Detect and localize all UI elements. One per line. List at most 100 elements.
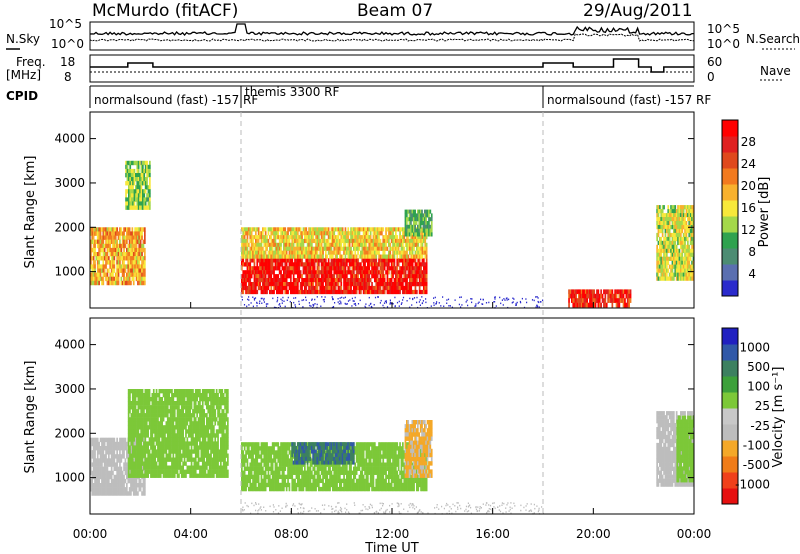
heatmap-cell <box>126 235 128 240</box>
heatmap-cell <box>402 250 404 255</box>
heatmap-cell <box>611 298 614 303</box>
heatmap-cell <box>243 285 246 291</box>
heatmap-cell <box>145 457 148 462</box>
heatmap-cell <box>168 457 170 462</box>
heatmap-cell <box>124 462 127 467</box>
heatmap-cell <box>143 433 145 438</box>
heatmap-cell <box>131 405 134 410</box>
heatmap-cell <box>413 242 415 247</box>
heatmap-cell <box>411 217 414 222</box>
heatmap-cell <box>316 270 319 275</box>
heatmap-cell <box>360 289 362 295</box>
heatmap-cell <box>256 246 259 251</box>
heatmap-cell <box>319 250 322 255</box>
heatmap-cell <box>666 244 668 250</box>
heatmap-cell <box>330 262 333 267</box>
heatmap-cell <box>147 164 150 170</box>
heatmap-cell <box>424 254 427 259</box>
heatmap-cell <box>418 258 421 263</box>
heatmap-cell <box>673 272 675 277</box>
heatmap-cell <box>252 250 254 255</box>
heatmap-cell <box>318 258 320 263</box>
heatmap-cell <box>284 242 287 247</box>
heatmap-cell <box>281 250 284 255</box>
heatmap-cell <box>127 268 130 273</box>
heatmap-cell <box>671 268 674 273</box>
heatmap-cell <box>430 221 433 226</box>
heatmap-cell <box>256 289 259 295</box>
heatmap-cell <box>110 268 113 273</box>
heatmap-cell <box>424 278 427 283</box>
heatmap-cell <box>299 285 302 291</box>
heatmap-cell <box>144 437 147 442</box>
heatmap-cell <box>132 252 135 257</box>
heatmap-cell <box>327 235 330 240</box>
ground-scatter <box>248 304 250 306</box>
heatmap-cell <box>175 405 177 410</box>
heatmap-cell <box>128 280 131 286</box>
heatmap-cell <box>410 254 413 259</box>
heatmap-cell <box>152 457 155 462</box>
heatmap-cell <box>176 437 179 442</box>
heatmap-cell <box>306 282 309 287</box>
ground-scatter <box>416 301 418 304</box>
heatmap-cell <box>396 227 399 232</box>
heatmap-cell <box>105 231 107 236</box>
heatmap-cell <box>397 270 400 275</box>
heatmap-cell <box>130 168 133 174</box>
heatmap-cell <box>161 445 163 450</box>
heatmap-cell <box>353 246 355 251</box>
heatmap-cell <box>110 450 113 455</box>
heatmap-cell <box>173 389 176 394</box>
heatmap-cell <box>173 429 176 434</box>
heatmap-cell <box>318 246 320 251</box>
heatmap-cell <box>326 274 329 279</box>
heatmap-cell <box>123 239 125 245</box>
heatmap-cell <box>371 289 373 295</box>
heatmap-cell <box>319 246 322 251</box>
heatmap-cell <box>376 278 379 283</box>
heatmap-cell <box>262 278 264 283</box>
heatmap-cell <box>350 254 352 259</box>
heatmap-cell <box>133 160 136 166</box>
heatmap-cell <box>367 235 369 240</box>
heatmap-cell <box>120 446 123 451</box>
heatmap-cell <box>139 276 142 282</box>
heatmap-cell <box>402 289 404 295</box>
heatmap-cell <box>290 282 292 287</box>
heatmap-cell <box>158 453 161 458</box>
heatmap-cell <box>365 258 368 263</box>
heatmap-cell <box>263 238 266 244</box>
heatmap-cell <box>347 285 350 291</box>
heatmap-cell <box>395 285 397 291</box>
heatmap-cell <box>121 446 124 451</box>
heatmap-cell <box>150 409 152 414</box>
heatmap-cell <box>306 235 309 240</box>
heatmap-cell <box>292 242 295 247</box>
heatmap-cell <box>139 189 141 194</box>
heatmap-cell <box>339 258 341 263</box>
heatmap-cell <box>677 240 679 246</box>
heatmap-cell <box>127 454 130 459</box>
heatmap-cell <box>666 264 668 269</box>
heatmap-cell <box>147 193 150 198</box>
heatmap-cell <box>604 289 607 295</box>
heatmap-cell <box>415 217 418 222</box>
heatmap-cell <box>379 227 382 232</box>
heatmap-cell <box>424 217 426 222</box>
heatmap-cell <box>144 453 147 458</box>
heatmap-cell <box>113 231 116 236</box>
heatmap-cell <box>355 258 358 263</box>
heatmap-cell <box>134 235 136 240</box>
heatmap-cell <box>179 393 182 398</box>
heatmap-cell <box>113 268 116 273</box>
heatmap-cell <box>256 242 259 247</box>
ground-scatter <box>422 300 424 302</box>
heatmap-cell <box>127 276 130 282</box>
heatmap-cell <box>316 235 319 240</box>
ground-scatter <box>400 303 402 305</box>
heatmap-cell <box>406 213 408 218</box>
heatmap-cell <box>682 276 685 281</box>
heatmap-cell <box>390 274 393 279</box>
heatmap-cell <box>109 487 112 492</box>
